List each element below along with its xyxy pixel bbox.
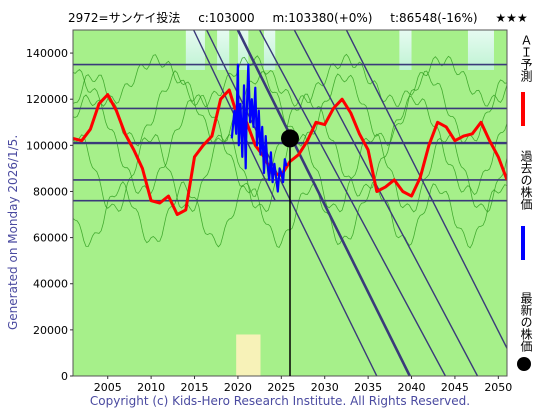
pale-band (399, 30, 412, 70)
y-tick-label: 80000 (33, 185, 68, 198)
y-tick-label: 40000 (33, 278, 68, 291)
y-tick-label: 0 (61, 370, 68, 383)
legend-swatch-latest (517, 357, 531, 371)
y-tick-label: 140000 (26, 47, 68, 60)
y-tick-label: 20000 (33, 324, 68, 337)
generated-date: Generated on Monday 2026/1/5. (6, 134, 20, 330)
envelope-line (73, 70, 507, 147)
trend-line (259, 30, 446, 376)
x-tick-label: 2050 (484, 381, 512, 394)
x-tick-label: 2045 (441, 381, 469, 394)
trend-line (345, 30, 507, 349)
latest-price-marker (281, 129, 299, 148)
x-axis: 2005 2010 2015 2020 2025 2030 2035 2040 2045 2050 (94, 376, 512, 394)
y-axis: 0 20000 40000 60000 80000 100000 120000 140000 (26, 47, 73, 383)
yellow-band (236, 334, 261, 376)
legend-swatch-past (521, 226, 525, 260)
envelope-line (73, 53, 507, 108)
pale-band (467, 30, 494, 70)
pale-band (217, 30, 230, 70)
x-tick-label: 2020 (224, 381, 252, 394)
stock-code-name: 2972=サンケイ投法 (68, 11, 181, 25)
background-bands (73, 30, 507, 376)
legend-label-latest: 最新の株価 (519, 292, 533, 352)
trend-line (293, 30, 479, 376)
copyright-footer: Copyright (c) Kids-Hero Research Institu… (89, 394, 471, 408)
trend-line (236, 30, 411, 376)
pale-band (185, 30, 205, 70)
trend-line (206, 30, 378, 376)
x-tick-label: 2040 (398, 381, 426, 394)
y-tick-label: 120000 (26, 93, 68, 106)
model-price: m:103380(+0%) (272, 11, 373, 25)
x-tick-label: 2010 (137, 381, 165, 394)
current-price: c:103000 (198, 11, 255, 25)
past-price-line (230, 63, 288, 193)
latest-marker-group (281, 129, 299, 376)
x-tick-label: 2030 (311, 381, 339, 394)
pale-band (237, 30, 249, 70)
chart-headline: 2972=サンケイ投法 c:103000 m:103380(+0%) t:865… (68, 9, 542, 26)
legend (517, 92, 531, 371)
x-tick-label: 2015 (181, 381, 209, 394)
target-price: t:86548(-16%) (390, 11, 478, 25)
rating-stars: ★★★ (495, 11, 528, 25)
legend-label-forecast: ＡＩ予測 (519, 34, 533, 82)
x-tick-label: 2025 (267, 381, 295, 394)
x-tick-label: 2005 (94, 381, 122, 394)
x-tick-label: 2035 (354, 381, 382, 394)
legend-swatch-forecast (521, 92, 525, 126)
y-tick-label: 60000 (33, 232, 68, 245)
y-tick-label: 100000 (26, 139, 68, 152)
legend-label-past: 過去の株価 (519, 150, 533, 210)
